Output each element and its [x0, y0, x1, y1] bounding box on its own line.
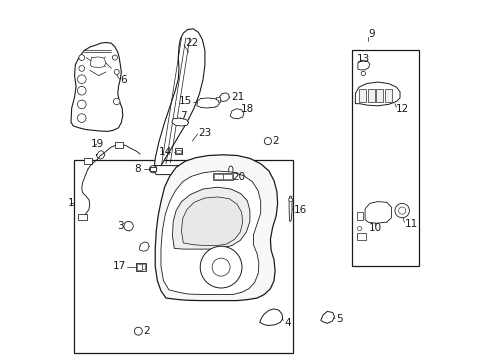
- Bar: [115, 142, 122, 148]
- Circle shape: [149, 166, 156, 173]
- Text: 16: 16: [293, 204, 306, 215]
- Circle shape: [134, 327, 142, 335]
- Bar: [223, 174, 231, 179]
- Text: 17: 17: [112, 261, 125, 271]
- Circle shape: [212, 258, 230, 276]
- Bar: [73, 160, 292, 353]
- Text: 9: 9: [367, 29, 374, 39]
- Circle shape: [264, 138, 271, 145]
- Text: 2: 2: [272, 136, 279, 146]
- Text: 22: 22: [185, 38, 198, 48]
- Bar: [136, 264, 141, 270]
- Polygon shape: [320, 311, 334, 323]
- Polygon shape: [259, 309, 282, 325]
- Polygon shape: [171, 118, 188, 126]
- Bar: [84, 158, 92, 164]
- Polygon shape: [357, 60, 369, 70]
- Bar: [78, 214, 87, 220]
- Circle shape: [77, 86, 86, 95]
- Text: 11: 11: [404, 219, 417, 229]
- Circle shape: [398, 207, 405, 214]
- Text: 1: 1: [67, 198, 74, 208]
- Polygon shape: [139, 242, 149, 251]
- Text: 15: 15: [179, 96, 192, 106]
- Bar: [175, 148, 182, 154]
- Circle shape: [77, 100, 86, 109]
- Circle shape: [112, 55, 117, 60]
- Circle shape: [79, 66, 84, 71]
- Bar: [215, 97, 220, 102]
- Circle shape: [123, 221, 133, 231]
- Bar: [356, 233, 365, 240]
- Bar: [136, 263, 145, 271]
- Polygon shape: [161, 171, 260, 294]
- Bar: [367, 89, 374, 102]
- Circle shape: [77, 114, 86, 122]
- Polygon shape: [90, 57, 106, 68]
- Text: 21: 21: [230, 92, 244, 102]
- Polygon shape: [365, 202, 390, 223]
- Bar: [384, 89, 391, 102]
- Text: 10: 10: [368, 222, 381, 233]
- Text: 18: 18: [241, 104, 254, 114]
- Polygon shape: [218, 93, 229, 102]
- Circle shape: [394, 203, 408, 218]
- Circle shape: [77, 75, 86, 84]
- Text: 6: 6: [120, 75, 127, 85]
- Circle shape: [114, 69, 119, 75]
- Text: 23: 23: [198, 128, 211, 138]
- Bar: [356, 212, 363, 220]
- Bar: [212, 173, 232, 180]
- Text: 19: 19: [90, 139, 103, 149]
- Text: 13: 13: [356, 54, 369, 64]
- Circle shape: [288, 198, 292, 202]
- Polygon shape: [154, 166, 231, 175]
- Bar: [176, 150, 181, 153]
- Circle shape: [361, 71, 365, 76]
- Polygon shape: [172, 187, 249, 249]
- Text: 2: 2: [142, 326, 149, 336]
- Circle shape: [200, 246, 242, 288]
- Polygon shape: [154, 29, 204, 166]
- Polygon shape: [155, 155, 277, 301]
- Bar: [213, 174, 222, 179]
- Bar: [375, 89, 383, 102]
- Polygon shape: [181, 197, 242, 246]
- Polygon shape: [288, 196, 291, 221]
- Ellipse shape: [228, 166, 232, 174]
- Bar: [352, 50, 418, 266]
- Text: 20: 20: [231, 172, 244, 182]
- Polygon shape: [355, 82, 399, 106]
- Polygon shape: [71, 42, 122, 131]
- Text: 4: 4: [284, 318, 291, 328]
- Circle shape: [357, 226, 361, 231]
- Bar: [142, 264, 145, 269]
- Bar: [150, 167, 156, 171]
- Circle shape: [79, 55, 84, 60]
- Polygon shape: [197, 98, 219, 108]
- Polygon shape: [230, 109, 244, 119]
- Text: 7: 7: [180, 111, 187, 121]
- Text: 5: 5: [336, 314, 342, 324]
- Text: 12: 12: [395, 104, 408, 114]
- Bar: [358, 89, 366, 102]
- Circle shape: [113, 98, 120, 105]
- Text: 14: 14: [158, 147, 171, 157]
- Text: 3: 3: [117, 221, 123, 231]
- Text: 8: 8: [134, 164, 141, 174]
